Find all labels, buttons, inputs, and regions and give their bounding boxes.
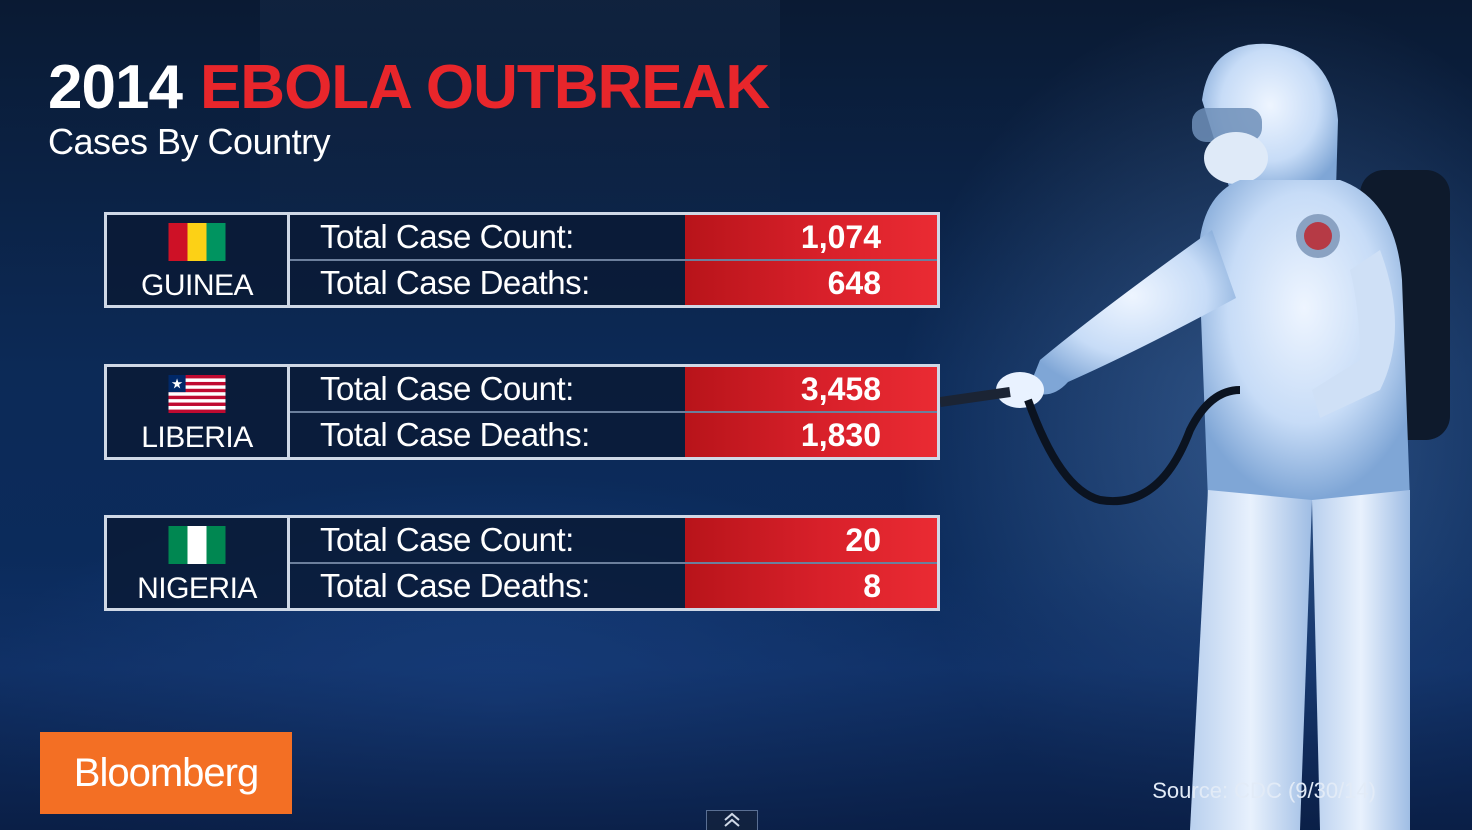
country-name: GUINEA [140, 269, 254, 302]
title-main: EBOLA OUTBREAK [199, 53, 770, 122]
deaths-label: Total Case Deaths: [320, 416, 590, 453]
chevron-up-icon [724, 812, 740, 827]
deaths-value: 1,830 [685, 413, 937, 457]
title-year: 2014 [48, 53, 183, 122]
case-count-label: Total Case Count: [320, 218, 574, 255]
country-panel-nigeria: NIGERIA Total Case Count: 20 Total Case … [104, 515, 940, 611]
deaths-label: Total Case Deaths: [320, 567, 590, 604]
deaths-value: 8 [685, 564, 937, 608]
source-credit: Source: CDC (9/30/14) [1152, 778, 1376, 803]
deaths-row: Total Case Deaths: 8 [290, 562, 937, 608]
stats-rows: Total Case Count: 3,458 Total Case Death… [290, 367, 937, 457]
case-count-row: Total Case Count: 20 [290, 518, 937, 562]
case-count-label: Total Case Count: [320, 521, 574, 558]
case-count-value: 3,458 [685, 367, 937, 411]
case-count-row: Total Case Count: 1,074 [290, 215, 937, 259]
deaths-label: Total Case Deaths: [320, 264, 590, 301]
page-subtitle: Cases By Country [48, 121, 331, 162]
stats-rows: Total Case Count: 20 Total Case Deaths: … [290, 518, 937, 608]
deaths-row: Total Case Deaths: 648 [290, 259, 937, 305]
bloomberg-logo: Bloomberg [40, 732, 292, 814]
country-panel-guinea: GUINEA Total Case Count: 1,074 Total Cas… [104, 212, 940, 308]
guinea-flag-icon [168, 223, 226, 261]
nigeria-flag-icon [168, 526, 226, 564]
case-count-value: 1,074 [685, 215, 937, 259]
deaths-value: 648 [685, 261, 937, 305]
expand-controls-button[interactable] [706, 810, 758, 830]
deaths-row: Total Case Deaths: 1,830 [290, 411, 937, 457]
country-name: NIGERIA [137, 572, 257, 605]
country-name: LIBERIA [141, 421, 253, 454]
hazmat-worker-illustration [940, 43, 1450, 830]
case-count-label: Total Case Count: [320, 370, 574, 407]
liberia-flag-icon [168, 375, 226, 413]
country-cell: NIGERIA [107, 518, 290, 608]
country-panel-liberia: LIBERIA Total Case Count: 3,458 Total Ca… [104, 364, 940, 460]
case-count-value: 20 [685, 518, 937, 562]
country-cell: LIBERIA [107, 367, 290, 457]
page-title: 2014 EBOLA OUTBREAK [48, 50, 770, 126]
stats-rows: Total Case Count: 1,074 Total Case Death… [290, 215, 937, 305]
title-block: 2014 EBOLA OUTBREAK Cases By Country [48, 50, 770, 162]
brand-label: Bloomberg [73, 750, 259, 795]
case-count-row: Total Case Count: 3,458 [290, 367, 937, 411]
country-cell: GUINEA [107, 215, 290, 305]
